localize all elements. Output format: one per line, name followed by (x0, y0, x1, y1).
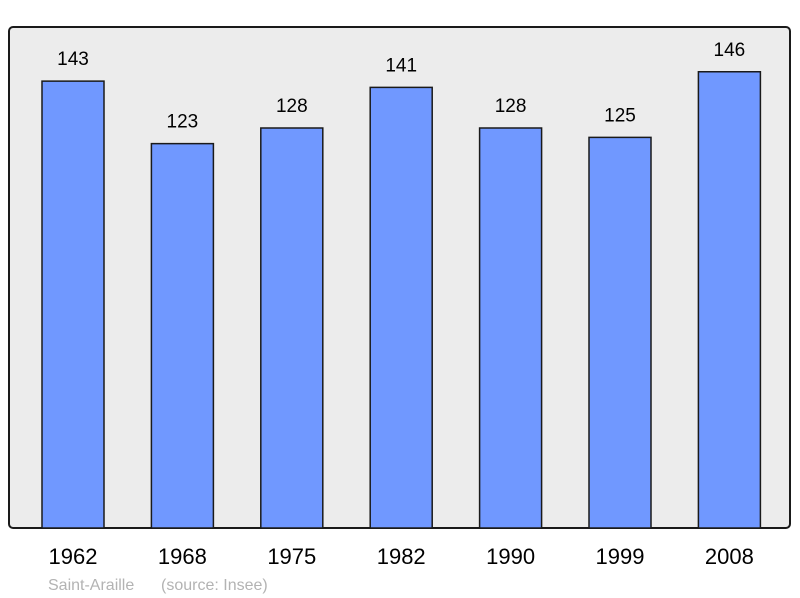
value-label: 143 (57, 49, 89, 70)
value-label: 141 (385, 55, 417, 76)
x-tick-label: 2008 (705, 544, 754, 569)
value-label: 125 (604, 105, 636, 126)
bar-2008 (697, 71, 762, 529)
x-tick-label: 1968 (158, 544, 207, 569)
value-label: 128 (495, 96, 527, 117)
source-note: (source: Insee) (161, 577, 268, 594)
bar-1962 (41, 80, 105, 529)
x-tick-label: 1990 (486, 544, 535, 569)
x-tick-label: 1962 (49, 544, 98, 569)
x-tick-label: 1999 (596, 544, 645, 569)
bar-1982 (369, 86, 433, 529)
place-name: Saint-Araille (48, 577, 134, 594)
bar-1999 (588, 136, 652, 529)
x-tick-label: 1982 (377, 544, 426, 569)
value-label: 146 (714, 40, 746, 61)
bar-1990 (478, 127, 543, 529)
bar-1968 (150, 142, 215, 529)
value-label: 128 (276, 96, 308, 117)
bar-1975 (260, 127, 324, 529)
value-label: 123 (167, 112, 199, 133)
x-tick-label: 1975 (267, 544, 316, 569)
